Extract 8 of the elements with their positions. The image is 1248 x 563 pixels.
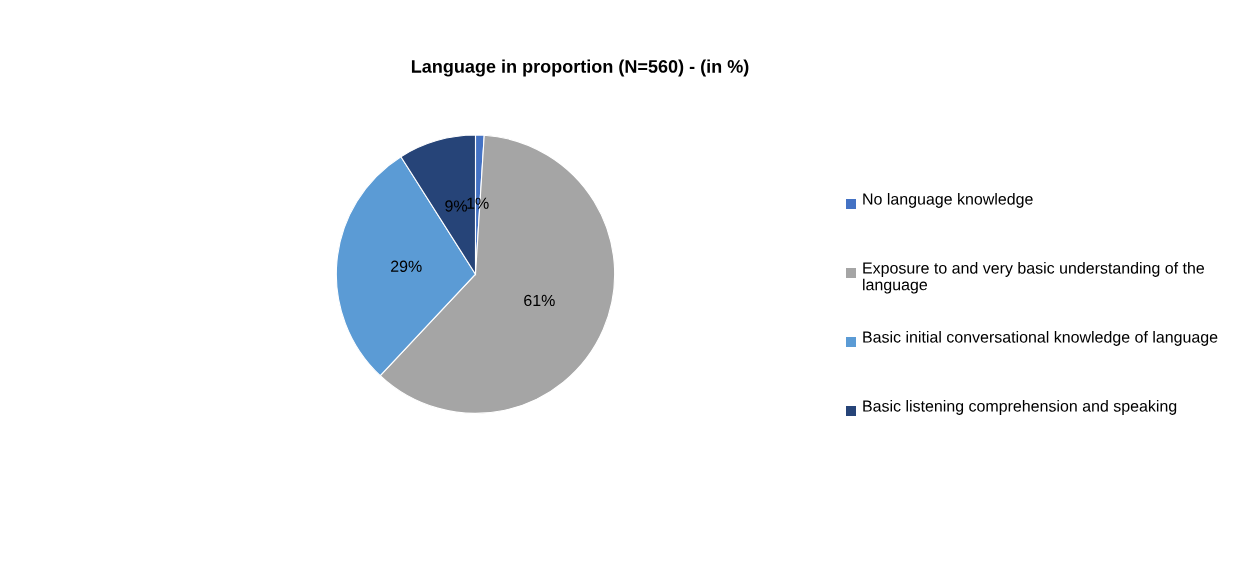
legend-label: No language knowledge xyxy=(863,193,1033,208)
chart-title: Language in proportion (N=560) - (in %) xyxy=(411,59,749,77)
data-label: 9% xyxy=(445,200,468,212)
data-label: 29% xyxy=(391,260,422,272)
data-label: 61% xyxy=(524,294,555,307)
legend-label: Basic listening comprehension and speaking xyxy=(863,400,1177,415)
legend-label: Basic initial conversational knowledge of language xyxy=(863,331,1218,346)
legend-label: Exposure to and very basic understanding of the language xyxy=(863,262,1205,294)
